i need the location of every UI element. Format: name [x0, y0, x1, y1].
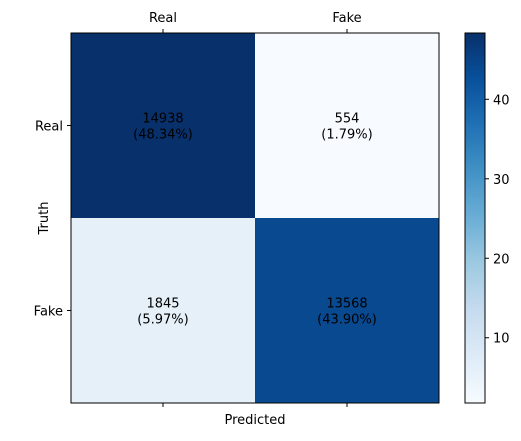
y-axis-label: Truth [37, 202, 52, 236]
cell-percent-label-0-0: (48.34%) [133, 128, 193, 143]
cell-percent-label-1-0: (5.97%) [137, 313, 188, 328]
x-axis-label: Predicted [224, 413, 285, 428]
x-ticks: Real Fake [149, 11, 362, 407]
x-tick-label-1: Fake [332, 11, 361, 26]
cell-count-label-0-0: 14938 [142, 112, 183, 127]
cell-count-label-1-1: 13568 [326, 297, 367, 312]
heatmap-cells [71, 33, 439, 403]
cell-labels: 14938(48.34%) 554(1.79%) 1845(5.97%) 13568(… [133, 112, 377, 328]
cell-count-label-0-1: 554 [335, 112, 360, 127]
heatmap-cell-1-0 [71, 218, 255, 403]
y-tick-label-1: Fake [34, 305, 63, 320]
colorbar-tick-label-1: 20 [493, 252, 510, 267]
colorbar-tick-label-3: 40 [493, 93, 510, 108]
heatmap-cell-0-0 [71, 33, 255, 218]
x-tick-label-0: Real [149, 11, 177, 26]
colorbar [464, 32, 486, 404]
y-ticks: Real Fake [34, 120, 71, 320]
y-tick-label-0: Real [35, 120, 63, 135]
colorbar-tick-label-0: 10 [493, 332, 510, 347]
cell-percent-label-1-1: (43.90%) [317, 313, 377, 328]
cell-percent-label-0-1: (1.79%) [321, 128, 372, 143]
colorbar-tick-label-2: 30 [493, 173, 510, 188]
heatmap-cell-0-1 [255, 33, 439, 218]
colorbar-ticks: 10 20 30 40 [485, 93, 510, 347]
heatmap-cell-1-1 [255, 218, 439, 403]
plot-frame [70, 32, 440, 404]
cell-count-label-1-0: 1845 [146, 297, 179, 312]
